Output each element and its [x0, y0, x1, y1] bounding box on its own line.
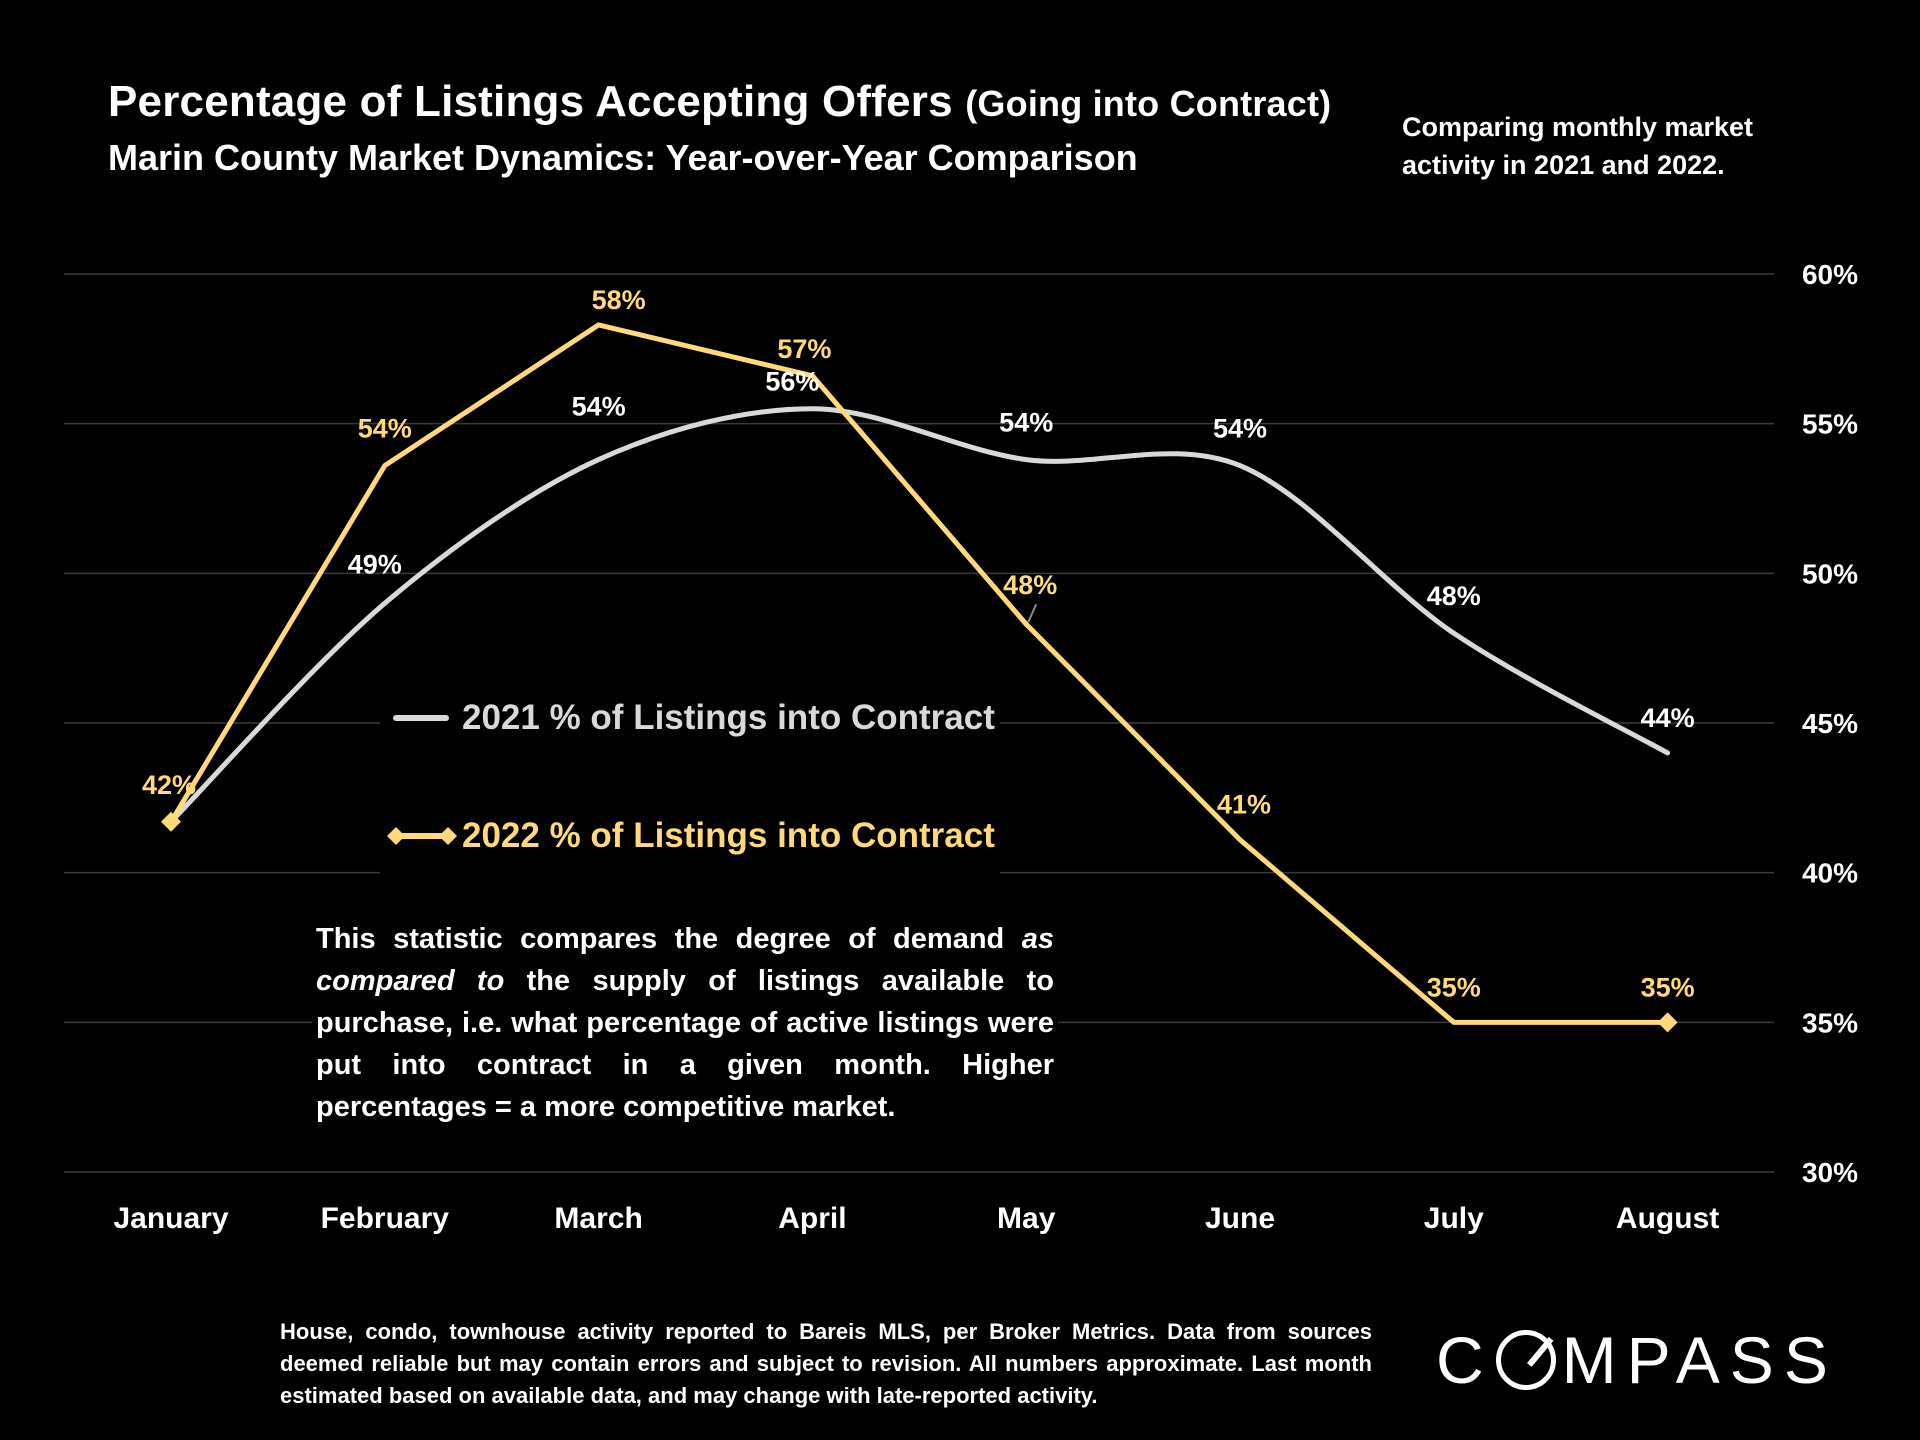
description-emphasis: as compared to [316, 923, 1054, 997]
chart-subtitle: Marin County Market Dynamics: Year-over-… [108, 137, 1138, 178]
title-block: Percentage of Listings Accepting Offers … [108, 76, 1331, 182]
series-2021-data-label: 48% [1427, 581, 1481, 611]
series-2022-marker [161, 811, 181, 832]
series-2021-data-label: 49% [348, 549, 402, 579]
y-tick-label: 40% [1802, 858, 1858, 889]
legend-background [380, 690, 1000, 878]
series-2022-data-label: 48% [1003, 570, 1057, 600]
series-2022-data-label: 41% [1217, 790, 1271, 820]
series-2022-data-label: 57% [777, 334, 831, 364]
logo-text-pre: C [1436, 1323, 1494, 1397]
series-2022-data-label: 54% [358, 414, 412, 444]
description-text: This statistic compares the degree of de… [312, 918, 1058, 1128]
y-tick-label: 60% [1802, 259, 1858, 290]
x-tick-label: August [1616, 1202, 1719, 1235]
side-note: Comparing monthly market activity in 202… [1402, 112, 1754, 180]
series-2022-line [168, 322, 1668, 1025]
series-2021-data-label: 44% [1641, 703, 1695, 733]
description-part-2: the supply of listings available to purc… [316, 965, 1054, 1123]
x-tick-label: June [1205, 1202, 1275, 1235]
series-2022-data-label: 35% [1641, 972, 1695, 1002]
x-tick-label: May [997, 1202, 1056, 1235]
chart-title: Percentage of Listings Accepting Offers … [108, 76, 1331, 130]
y-tick-label: 55% [1802, 409, 1858, 440]
x-tick-label: April [778, 1202, 846, 1235]
series-2022-marker [1657, 1012, 1678, 1033]
series-2021-data-label: 54% [1213, 414, 1267, 444]
legend-2021-label: 2021 % of Listings into Contract [462, 698, 995, 737]
legend-2022-marker [439, 827, 457, 845]
series-2022-data-label: 35% [1427, 972, 1481, 1002]
series-2021-data-label: 54% [572, 392, 626, 422]
y-tick-label: 45% [1802, 708, 1858, 739]
footnote: House, condo, townhouse activity reporte… [280, 1319, 1372, 1408]
legend-2022-marker [387, 827, 405, 845]
legend-2022-label: 2022 % of Listings into Contract [462, 816, 995, 855]
chart-title-paren: (Going into Contract) [965, 83, 1332, 124]
x-tick-label: February [321, 1202, 450, 1235]
series-2021-data-label: 56% [765, 367, 819, 397]
series-2022-data-label: 42% [142, 770, 196, 800]
description-part-1: This statistic compares the degree of de… [316, 923, 1022, 955]
y-tick-label: 50% [1802, 558, 1858, 589]
series-2022-data-label: 58% [592, 285, 646, 315]
series-2021-data-label: 54% [999, 408, 1053, 438]
logo-o-icon [1495, 1330, 1556, 1390]
y-tick-label: 30% [1802, 1157, 1858, 1188]
x-tick-label: March [554, 1202, 642, 1235]
x-tick-label: July [1424, 1202, 1484, 1235]
series-2021-line [168, 406, 1671, 825]
chart-title-main: Percentage of Listings Accepting Offers [108, 77, 953, 126]
compass-logo: C MPASS [1436, 1322, 1838, 1398]
x-tick-label: January [113, 1202, 228, 1235]
label-leader-line [1027, 603, 1038, 623]
y-tick-label: 35% [1802, 1007, 1858, 1038]
logo-text-post: MPASS [1561, 1323, 1838, 1397]
